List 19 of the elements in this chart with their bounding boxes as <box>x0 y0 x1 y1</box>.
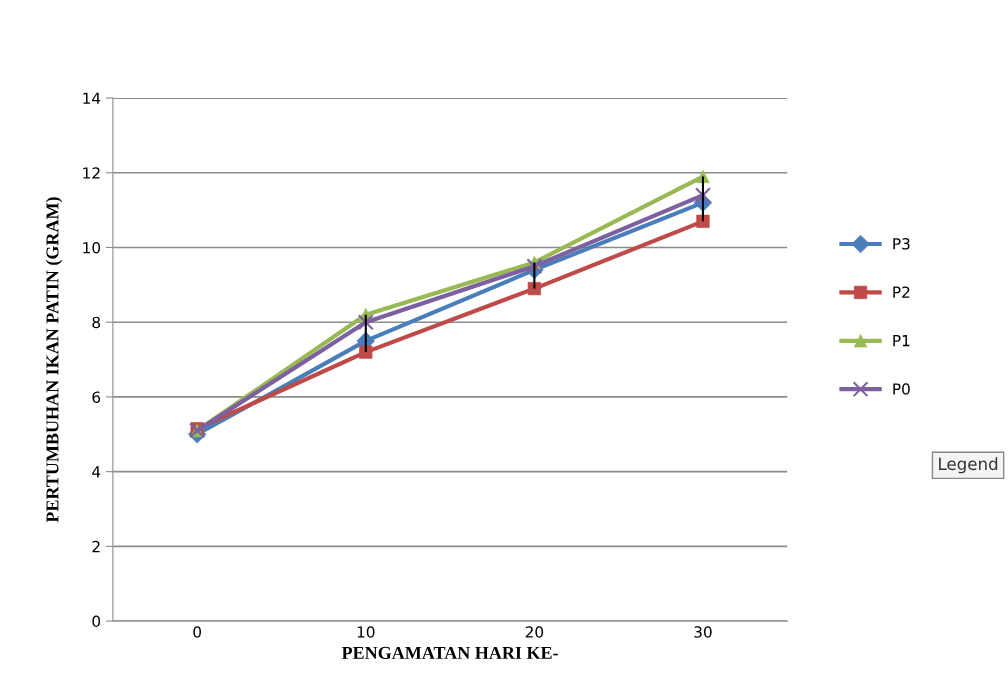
y-tick-label: 4 <box>92 466 101 478</box>
x-tick-label: 20 <box>525 626 544 638</box>
legend-label: P1 <box>893 335 910 347</box>
y-tick-label: 6 <box>92 391 101 403</box>
legend-label: P2 <box>893 286 910 298</box>
x-tick-label: 30 <box>694 626 712 638</box>
legend-label: P3 <box>893 238 910 250</box>
y-tick-label: 14 <box>83 92 101 104</box>
y-tick-label: 12 <box>83 167 100 179</box>
x-tick-label: 0 <box>193 626 202 638</box>
x-axis-title: PENGAMATAN HARI KE- <box>341 646 558 659</box>
y-tick-label: 8 <box>92 316 101 329</box>
y-tick-label: 0 <box>92 615 101 628</box>
text: Legend <box>939 457 998 474</box>
y-tick-label: 10 <box>83 241 101 254</box>
y-tick-label: 2 <box>92 540 100 553</box>
x-tick-label: 10 <box>357 626 375 638</box>
y-axis-title: PERTUMBUHAN IKAN PATIN (GRAM) <box>45 197 63 523</box>
legend-label: P0 <box>893 383 910 395</box>
